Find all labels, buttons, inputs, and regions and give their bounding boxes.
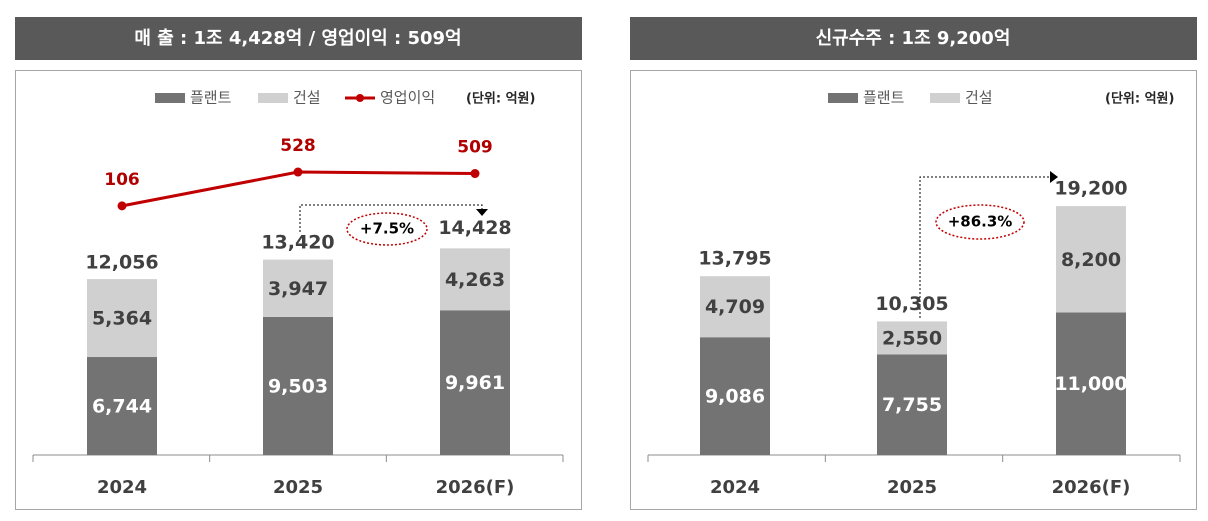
legend-marker: [356, 94, 364, 102]
legend-label: 플랜트: [190, 89, 232, 107]
total-label: 13,420: [261, 232, 334, 254]
annotation: +86.3%: [948, 213, 1013, 231]
value-label: 8,200: [1061, 249, 1121, 271]
value-label: 9,503: [268, 375, 328, 397]
value-label: 6,744: [92, 396, 152, 418]
line-point: [293, 167, 303, 177]
value-label: 9,961: [445, 372, 505, 394]
bar-segment: [440, 310, 510, 455]
chart-frame: [15, 70, 582, 510]
legend-swatch: [258, 93, 288, 103]
annotation: +7.5%: [360, 220, 414, 238]
legend-swatch: [155, 93, 185, 103]
legend-swatch: [930, 93, 960, 103]
legend-label: 건설: [293, 89, 321, 107]
line: [121, 170, 476, 208]
bar-segment: [1056, 312, 1126, 455]
arrow: [1050, 171, 1058, 183]
value-label: 2,550: [882, 327, 942, 349]
bar-segment: [700, 337, 770, 455]
x-tick-label: 2025: [273, 477, 323, 498]
bracket: [919, 176, 1052, 318]
bar-segment: [1056, 206, 1126, 313]
chart-title: 매 출 : 1조 4,428억 / 영업이익 : 509억: [134, 28, 461, 49]
annotation-ellipse: [935, 204, 1025, 240]
x-tick-label: 2024: [710, 477, 760, 498]
value-label: 4,263: [445, 269, 505, 291]
bar-segment: [877, 321, 947, 355]
value-label: 9,086: [705, 386, 765, 408]
title-bar: [630, 17, 1197, 60]
chart-title: 신규수주 : 1조 9,200억: [816, 28, 1011, 49]
legend-swatch: [828, 93, 858, 103]
legend-label: 건설: [965, 89, 993, 107]
line-value-label: 106: [104, 170, 140, 190]
x-tick-label: 2024: [97, 477, 147, 498]
legend-label: 플랜트: [863, 89, 905, 107]
x-tick-label: 2026(F): [1052, 477, 1131, 498]
total-label: 12,056: [85, 251, 158, 273]
bar-segment: [87, 279, 157, 358]
bar-segment: [263, 259, 333, 317]
chart-frame: [630, 70, 1197, 510]
legend-label: 영업이익: [380, 89, 435, 107]
value-label: 11,000: [1054, 373, 1127, 395]
bar-segment: [877, 354, 947, 455]
bar-segment: [700, 276, 770, 338]
unit-note: (단위: 억원): [466, 91, 535, 107]
unit-note: (단위: 억원): [1105, 91, 1174, 107]
bar-segment: [263, 316, 333, 455]
x-tick-label: 2026(F): [436, 477, 515, 498]
bar-segment: [87, 357, 157, 455]
annotation-ellipse: [346, 212, 428, 246]
bracket: [299, 204, 483, 232]
bar-segment: [440, 248, 510, 311]
line-point: [470, 169, 480, 179]
value-label: 3,947: [268, 278, 328, 300]
value-label: 5,364: [92, 308, 152, 330]
total-label: 10,305: [875, 293, 948, 315]
line-value-label: 509: [457, 138, 493, 158]
total-label: 13,795: [698, 248, 771, 270]
value-label: 7,755: [882, 394, 942, 416]
total-label: 14,428: [438, 217, 511, 239]
line-point: [117, 201, 127, 211]
title-bar: [15, 17, 582, 60]
x-tick-label: 2025: [887, 477, 937, 498]
value-label: 4,709: [705, 296, 765, 318]
total-label: 19,200: [1054, 178, 1127, 200]
arrow: [476, 209, 488, 216]
line-value-label: 528: [280, 136, 316, 156]
